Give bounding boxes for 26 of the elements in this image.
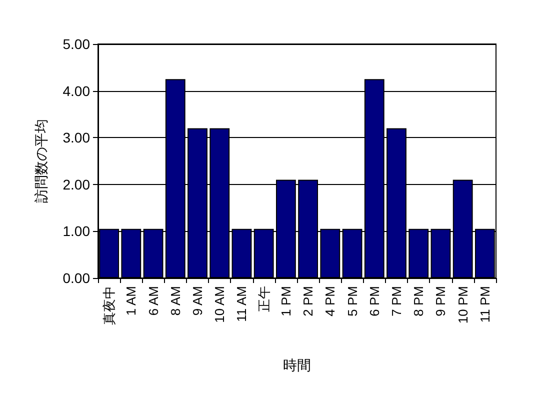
y-tick-label: 4.00 (62, 82, 90, 99)
x-tick-label: 10 AM (212, 286, 228, 323)
x-tick-label: 7 PM (389, 286, 404, 316)
x-tick-label: 真夜中 (102, 286, 117, 325)
x-tick-label: 2 PM (300, 286, 316, 316)
x-tick-label: 10 PM (455, 286, 470, 324)
x-tick-label: 1 AM (124, 286, 139, 316)
x-tick-label: 4 PM (322, 286, 338, 316)
x-tick-label: 11 PM (477, 286, 492, 323)
y-tick-label: 1.00 (62, 223, 90, 240)
x-tick-label: 9 PM (433, 286, 448, 316)
x-tick-label: 8 PM (411, 286, 426, 316)
x-tick-label: 5 PM (344, 286, 360, 316)
y-tick-label: 5.00 (62, 36, 90, 52)
x-tick-label: 6 AM (146, 286, 161, 316)
x-tick-label: 11 AM (234, 286, 250, 322)
x-axis-title: 時間 (283, 357, 311, 373)
x-tick-label: 8 AM (168, 286, 183, 316)
x-tick-label: 正午 (256, 286, 272, 312)
x-tick-label: 1 PM (278, 286, 294, 316)
x-tick-label: 6 PM (366, 286, 382, 316)
y-tick-label: 2.00 (62, 176, 90, 192)
x-tick-label: 9 AM (190, 286, 205, 316)
y-tick-label: 0.00 (62, 270, 90, 286)
y-tick-label: 3.00 (62, 130, 90, 146)
y-axis-title: 訪問数の平均 (33, 119, 49, 203)
